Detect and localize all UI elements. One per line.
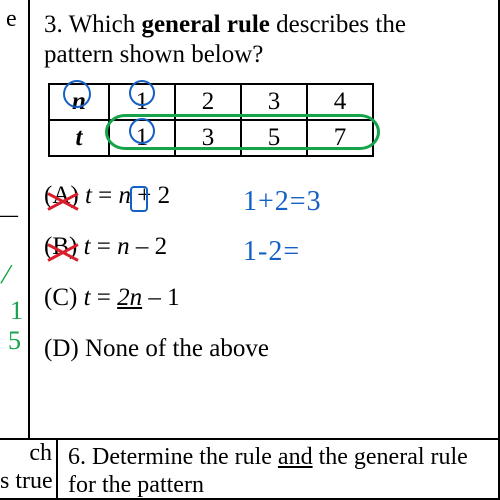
- problem-3-cell: 3. Which general rule describes the patt…: [30, 0, 500, 440]
- td-t: t: [49, 120, 109, 156]
- question-number: 3.: [44, 11, 63, 38]
- choice-rhs1: n: [119, 182, 132, 209]
- choice-rhs1: n: [117, 233, 130, 260]
- choice-b: (B) t = n – 2: [44, 234, 480, 259]
- left-column: e: [0, 0, 30, 440]
- th-2: 2: [175, 84, 241, 120]
- table-row: n 1 2 3 4: [49, 84, 373, 120]
- td-1: 1: [109, 120, 175, 156]
- choice-a: (A) t = n + 2: [44, 183, 480, 208]
- choice-eq: =: [92, 182, 119, 209]
- td-5: 5: [241, 120, 307, 156]
- choice-lhs: t: [84, 233, 91, 260]
- choice-letter: (B): [44, 233, 77, 260]
- bottom-left-2: s true: [0, 468, 52, 496]
- choice-lhs: t: [84, 284, 91, 311]
- th-4: 4: [307, 84, 373, 120]
- left-fragment-e: e: [6, 6, 17, 33]
- th-1: 1: [109, 84, 175, 120]
- choice-c: (C) t = 2n – 1: [44, 285, 480, 310]
- choice-letter: (D): [44, 335, 79, 362]
- choice-rhs2: – 1: [142, 284, 180, 311]
- bottom-right-cell: 6. Determine the rule and the general ru…: [58, 440, 500, 500]
- th-n: n: [49, 84, 109, 120]
- bottom-left-1: ch: [0, 440, 52, 468]
- choice-eq: =: [91, 284, 118, 311]
- choice-lhs: t: [85, 182, 92, 209]
- choice-eq: =: [91, 233, 118, 260]
- q6-before: 6. Determine the rule: [68, 444, 278, 470]
- choice-rhs-u: 2n: [117, 284, 142, 311]
- th-3: 3: [241, 84, 307, 120]
- choice-letter: (C): [44, 284, 77, 311]
- choice-rhs2: – 2: [130, 233, 168, 260]
- q6-and: and: [278, 444, 313, 470]
- choice-letter: (A): [44, 182, 79, 209]
- table-row: t 1 3 5 7: [49, 120, 373, 156]
- td-7: 7: [307, 120, 373, 156]
- answer-choices: (A) t = n + 2 (B) t = n – 2 (C) t = 2n –…: [44, 183, 480, 361]
- td-3: 3: [175, 120, 241, 156]
- question-bold: general rule: [141, 11, 269, 38]
- question-before: Which: [69, 11, 142, 38]
- choice-text: None of the above: [79, 335, 269, 362]
- choice-d: (D) None of the above: [44, 336, 480, 361]
- question-text: 3. Which general rule describes the patt…: [44, 10, 480, 69]
- bottom-left-cell: ch s true: [0, 440, 58, 500]
- choice-rhs2: + 2: [131, 182, 170, 209]
- pattern-table: n 1 2 3 4 t 1 3 5 7: [48, 83, 374, 157]
